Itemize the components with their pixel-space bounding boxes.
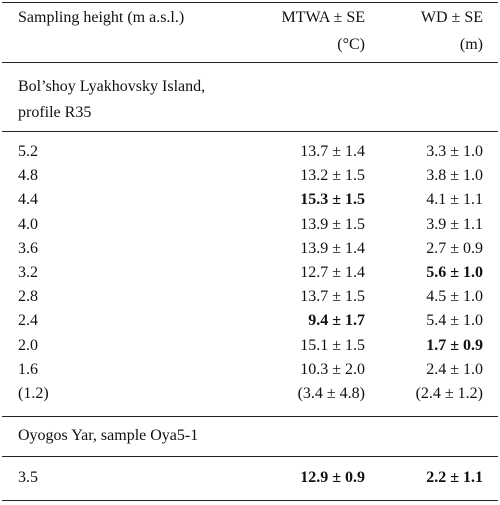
table-cell: 3.9 ± 1.1 [426, 215, 483, 233]
section-title: profile R35 [18, 104, 92, 121]
table-cell: 5.2 [18, 143, 38, 160]
table-cell: 1.6 [18, 360, 38, 378]
table-cell: 2.4 [18, 312, 38, 330]
table-cell: 5.4 ± 1.0 [426, 312, 483, 330]
table-cell: 10.3 ± 2.0 [300, 360, 365, 378]
table-cell: 1.7 ± 0.9 [426, 336, 483, 354]
header-cell: Sampling height (m a.s.l.) [18, 9, 185, 26]
table-cell: 3.3 ± 1.0 [426, 143, 483, 160]
table-cell: 13.9 ± 1.5 [300, 215, 365, 233]
rule [2, 62, 498, 63]
table-cell: 15.1 ± 1.5 [300, 336, 365, 354]
header-cell: WD ± SE [420, 9, 483, 26]
table-cell: 15.3 ± 1.5 [300, 191, 365, 209]
table-cell: 3.2 [18, 264, 38, 281]
table-cell: 2.8 [18, 288, 38, 306]
table-cell: 4.8 [18, 167, 38, 185]
table-cell: 2.4 ± 1.0 [426, 360, 483, 378]
table-cell: 4.5 ± 1.0 [426, 288, 483, 306]
header-cell: (m) [459, 36, 483, 53]
table-cell: 3.6 [18, 239, 38, 257]
section-title: Bol’shoy Lyakhovsky Island, [18, 78, 206, 95]
table-cell: 2.0 [18, 336, 38, 354]
table-cell: 13.9 ± 1.4 [300, 239, 365, 257]
table-cell: 12.9 ± 0.9 [300, 469, 365, 486]
table-cell: 13.7 ± 1.4 [300, 143, 365, 160]
table-cell: 3.5 [18, 469, 38, 486]
table-cell: 13.2 ± 1.5 [300, 167, 365, 185]
rule [2, 131, 498, 132]
table-cell: 12.7 ± 1.4 [300, 264, 365, 281]
table-cell: 2.7 ± 0.9 [426, 239, 483, 257]
header-cell: MTWA ± SE [281, 9, 365, 26]
table-cell: 4.1 ± 1.1 [426, 191, 483, 209]
table-cell: 5.6 ± 1.0 [426, 264, 483, 281]
rule [2, 500, 498, 501]
table-cell: 2.2 ± 1.1 [426, 469, 483, 486]
table-cell: (3.4 ± 4.8) [297, 385, 365, 402]
table-cell: (1.2) [18, 385, 49, 402]
section-title: Oyogos Yar, sample Oya5-1 [18, 427, 199, 444]
table-cell: (2.4 ± 1.2) [415, 385, 483, 402]
table-cell: 9.4 ± 1.7 [308, 312, 365, 330]
table-cell: 4.0 [18, 215, 38, 233]
rule [2, 2, 498, 3]
rule [2, 456, 498, 457]
header-cell: (°C) [337, 36, 365, 53]
table-cell: 4.4 [18, 191, 38, 209]
table-cell: 13.7 ± 1.5 [300, 288, 365, 306]
table-cell: 3.8 ± 1.0 [426, 167, 483, 185]
rule [2, 416, 498, 417]
